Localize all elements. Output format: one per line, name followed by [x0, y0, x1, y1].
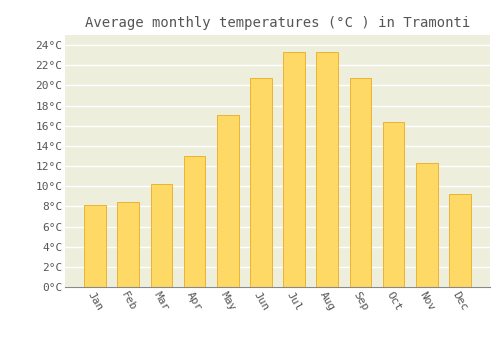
Title: Average monthly temperatures (°C ) in Tramonti: Average monthly temperatures (°C ) in Tr…	[85, 16, 470, 30]
Bar	[150, 184, 172, 287]
Bar	[84, 205, 106, 287]
Bar	[250, 78, 272, 287]
Bar	[350, 78, 371, 287]
Bar	[284, 52, 305, 287]
Bar	[449, 194, 470, 287]
Bar	[118, 202, 139, 287]
Bar	[383, 122, 404, 287]
Bar	[316, 52, 338, 287]
Bar	[184, 156, 206, 287]
Bar	[217, 115, 238, 287]
Bar	[416, 163, 438, 287]
